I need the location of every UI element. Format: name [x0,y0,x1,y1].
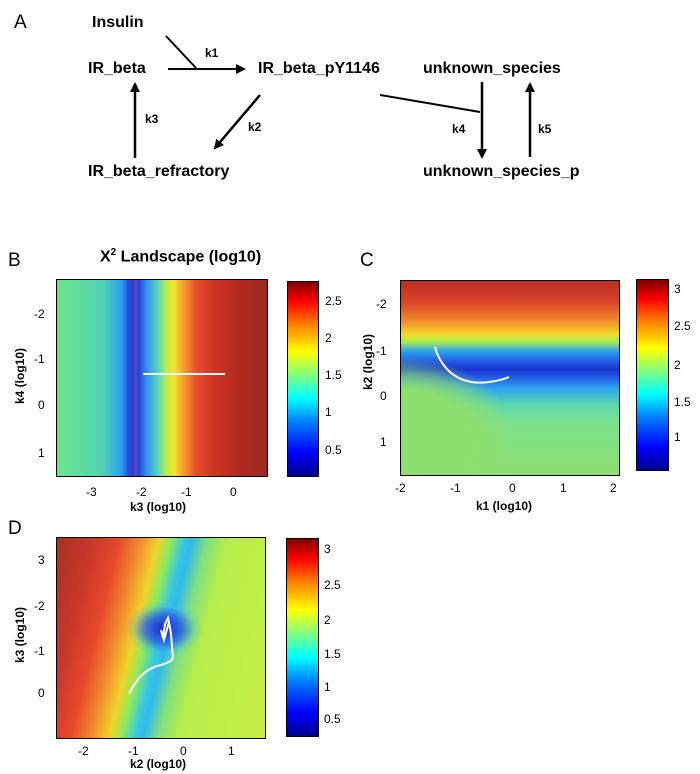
reaction-network-arrows [130,35,535,159]
d-xlabel: k2 (log10) [130,757,187,771]
d-ytick-1: 3 [38,553,45,567]
d-cbar-tick-3: 2 [324,613,331,627]
b-cbar-tick-2: 2 [325,331,332,345]
rate-k4-label: k4 [452,122,466,136]
panel-b-title: X2 Landscape (log10) [100,247,261,266]
c-xtick-2: -1 [450,481,461,495]
d-xtick-4: 1 [228,744,235,758]
d-cbar-tick-2: 2.5 [324,578,341,592]
colorbar-c [636,279,669,471]
b-cbar-tick-3: 1.5 [325,368,342,382]
rate-k1-label: k1 [205,46,219,60]
panel-b-title-rest: Landscape (log10) [116,248,262,266]
node-ir-beta-py1146: IR_beta_pY1146 [258,60,380,77]
panel-b-title-chi: X [100,248,111,266]
c-xtick-3: 0 [509,481,516,495]
c-cbar-tick-4: 1.5 [674,395,691,409]
b-ytick-1: -2 [34,307,45,321]
c-xtick-5: 2 [610,481,617,495]
node-ir-beta-refractory: IR_beta_refractory [88,163,230,180]
b-xlabel: k3 (log10) [130,500,187,514]
c-ytick-3: 0 [380,389,387,403]
insulin-binding-line [165,35,197,69]
c-ytick-4: 1 [380,435,387,449]
d-xtick-2: -1 [128,744,139,758]
b-cbar-tick-4: 1 [325,405,332,419]
b-ytick-2: -1 [34,352,45,366]
b-ytick-4: 1 [38,446,45,460]
heatmap-d-minimum [57,538,265,738]
colorbar-d [286,538,319,737]
rate-k2-label: k2 [248,120,262,134]
rate-k3-label: k3 [145,112,159,126]
d-cbar-tick-1: 3 [324,542,331,556]
b-xtick-4: 0 [230,485,237,499]
b-xtick-2: -2 [136,485,147,499]
d-cbar-tick-5: 1 [324,680,331,694]
c-xlabel: k1 (log10) [476,499,533,513]
b-cbar-tick-1: 2.5 [325,294,342,308]
c-cbar-tick-5: 1 [674,430,681,444]
b-cbar-tick-5: 0.5 [325,443,342,457]
c-cbar-tick-1: 3 [674,282,681,296]
d-cbar-tick-6: 0.5 [324,712,341,726]
d-ylabel: k3 (log10) [13,607,27,664]
rate-k5-label: k5 [538,122,552,136]
c-xtick-1: -2 [395,481,406,495]
heatmap-c-optimization-path [434,346,510,384]
b-xtick-1: -3 [86,485,97,499]
heatmap-c-left-region [401,281,619,475]
k2-arrow [213,94,261,150]
c-cbar-tick-2: 2.5 [674,319,691,333]
d-ytick-3: -1 [34,644,45,658]
colorbar-b [287,281,319,477]
c-xtick-4: 1 [560,481,567,495]
c-ylabel: k2 (log10) [361,334,375,391]
d-xtick-3: 0 [180,744,187,758]
panel-d-letter: D [8,518,22,539]
d-ytick-4: 0 [38,686,45,700]
panel-a-letter: A [14,12,27,33]
c-ytick-2: -1 [376,344,387,358]
d-ytick-2: -2 [34,599,45,613]
panel-c-letter: C [360,250,374,271]
c-cbar-tick-3: 2 [674,358,681,372]
heatmap-d-optimization-path [128,615,175,695]
b-xtick-3: -1 [181,485,192,499]
heatmap-c [400,280,620,476]
heatmap-b [56,279,268,477]
node-unknown-species-p: unknown_species_p [423,163,580,180]
b-ytick-3: 0 [38,398,45,412]
node-insulin: Insulin [92,14,144,31]
heatmap-d [56,537,266,739]
panel-b-title-sup: 2 [110,247,117,258]
node-ir-beta: IR_beta [88,60,146,77]
d-cbar-tick-4: 1.5 [324,647,341,661]
c-ytick-1: -2 [376,297,387,311]
node-unknown-species: unknown_species [423,60,561,77]
d-xtick-1: -2 [78,744,89,758]
k4-catalysis-line [379,94,481,113]
panel-b-letter: B [8,250,21,271]
b-ylabel: k4 (log10) [13,348,27,405]
